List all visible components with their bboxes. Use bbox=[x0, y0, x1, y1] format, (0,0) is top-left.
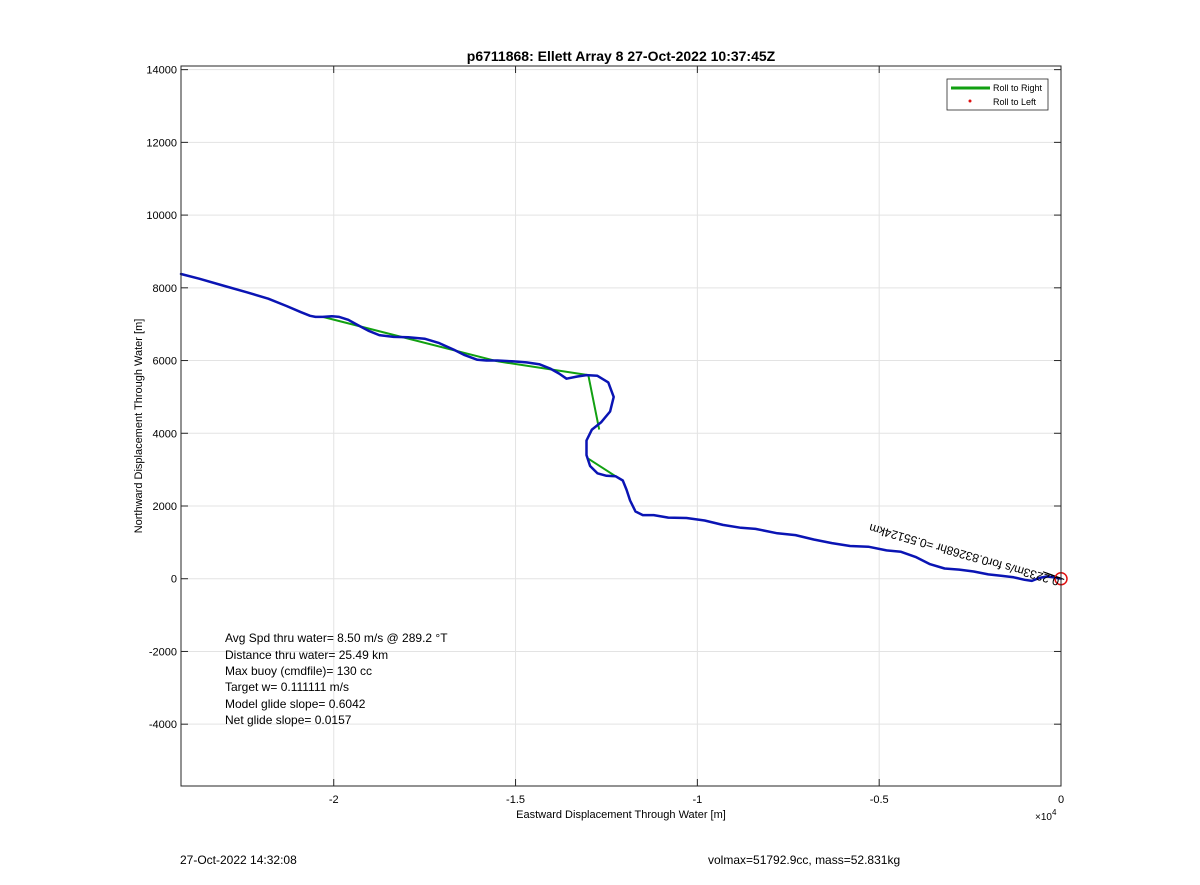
y-tick-label-0: -4000 bbox=[149, 719, 177, 731]
y-tick-label-5: 6000 bbox=[153, 356, 177, 368]
legend: Roll to Right Roll to Left bbox=[946, 78, 1049, 111]
roll-right-segment-1 bbox=[497, 360, 589, 377]
stat-max-buoy: Max buoy (cmdfile)= 130 cc bbox=[225, 664, 372, 678]
axis-ticks: -2 -1.5 -1 -0.5 0 -4000 -2000 0 2000 4000 6000 8000… bbox=[146, 65, 1064, 806]
legend-label-roll-right: Roll to Right bbox=[993, 83, 1043, 93]
legend-box bbox=[946, 78, 1049, 111]
stat-avg-speed: Avg Spd thru water= 8.50 m/s @ 289.2 °T bbox=[225, 631, 448, 645]
y-tick-label-2: 0 bbox=[171, 574, 177, 586]
legend-label-roll-left: Roll to Left bbox=[993, 97, 1037, 107]
footer-info: volmax=51792.9cc, mass=52.831kg bbox=[708, 853, 901, 867]
x-tick-label-4: 0 bbox=[1058, 794, 1064, 806]
footer-timestamp: 27-Oct-2022 14:32:08 bbox=[180, 853, 297, 867]
roll-right-segment-0 bbox=[322, 315, 498, 363]
y-tick-label-8: 12000 bbox=[146, 137, 177, 149]
y-axis-label: Northward Displacement Through Water [m] bbox=[133, 319, 145, 534]
y-tick-label-7: 10000 bbox=[146, 210, 177, 222]
y-tick-label-6: 8000 bbox=[153, 283, 177, 295]
y-tick-label-4: 4000 bbox=[153, 428, 177, 440]
stat-target-w: Target w= 0.111111 m/s bbox=[225, 680, 349, 694]
y-tick-label-1: -2000 bbox=[149, 646, 177, 658]
stat-model-glide: Model glide slope= 0.6042 bbox=[225, 697, 366, 711]
y-tick-label-3: 2000 bbox=[153, 501, 177, 513]
chart-title: p6711868: Ellett Array 8 27-Oct-2022 10:… bbox=[467, 48, 776, 64]
x-tick-label-3: -0.5 bbox=[870, 794, 889, 806]
series-layer bbox=[179, 272, 1068, 586]
x-axis-label: Eastward Displacement Through Water [m] bbox=[516, 809, 726, 821]
plot-frame bbox=[180, 65, 1062, 787]
x-exponent-label: ×104 bbox=[1035, 808, 1057, 823]
stats-block: Avg Spd thru water= 8.50 m/s @ 289.2 °T … bbox=[225, 631, 448, 727]
y-tick-label-9: 14000 bbox=[146, 65, 177, 77]
x-tick-label-0: -2 bbox=[329, 794, 339, 806]
stat-distance: Distance thru water= 25.49 km bbox=[225, 648, 388, 662]
roll-right-segment-2 bbox=[587, 374, 601, 430]
x-tick-label-2: -1 bbox=[692, 794, 702, 806]
current-arrow-6 bbox=[1056, 576, 1065, 580]
x-tick-label-1: -1.5 bbox=[506, 794, 525, 806]
legend-swatch-roll-left bbox=[968, 99, 972, 103]
roll-right-segment-3 bbox=[587, 457, 617, 478]
stat-net-glide: Net glide slope= 0.0157 bbox=[225, 713, 352, 727]
track-line bbox=[179, 272, 1063, 583]
